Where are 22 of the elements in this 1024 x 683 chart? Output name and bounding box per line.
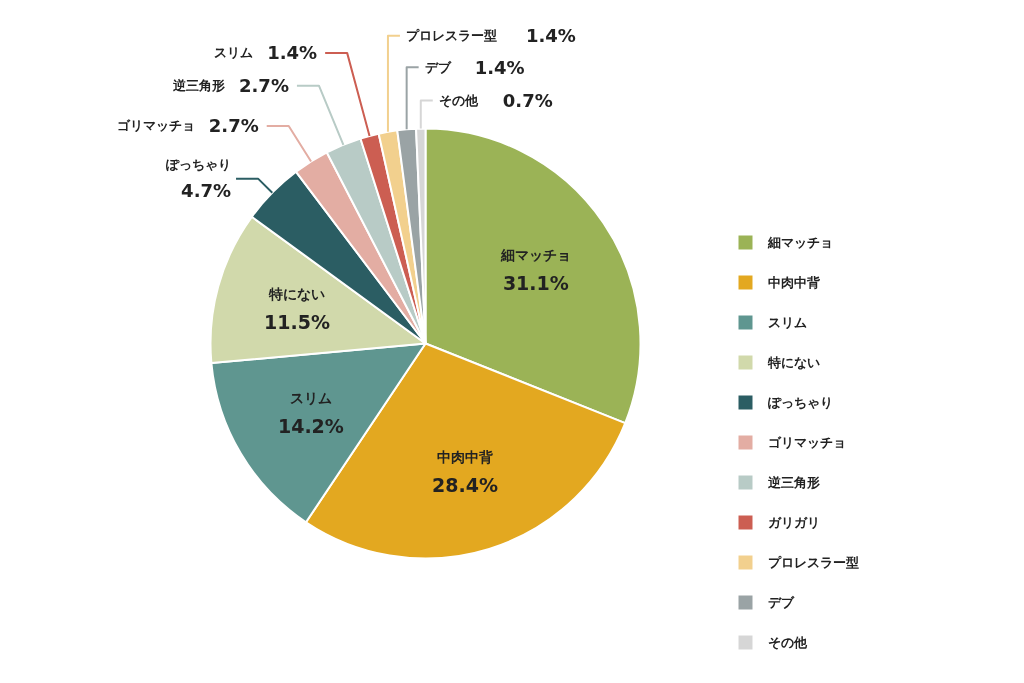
- legend-label: スリム: [767, 315, 807, 330]
- text: その他 0.7%: [438, 90, 553, 112]
- legend-label: 特にない: [766, 355, 820, 370]
- data-label: ゴリマッチョ 2.7%: [116, 115, 259, 137]
- legend-label: 逆三角形: [766, 475, 820, 490]
- data-label: スリム 1.4%: [214, 42, 318, 64]
- data-label: 細マッチョ 31.1%: [499, 246, 571, 294]
- legend-label: プロレスラー型: [767, 555, 859, 570]
- legend-label: その他: [767, 635, 808, 650]
- legend-label: ぽっちゃり: [767, 395, 833, 410]
- data-label: ぽっちゃり 4.7%: [166, 157, 232, 202]
- data-label: 逆三角形 2.7%: [171, 75, 289, 97]
- legend-label: 中肉中背: [767, 275, 821, 290]
- data-label: スリム 14.2%: [277, 389, 344, 437]
- text: プロレスラー型 1.4%: [405, 25, 576, 47]
- legend-label: ガリガリ: [767, 515, 820, 530]
- data-label: 特にない 11.5%: [264, 285, 330, 333]
- data-label: 中肉中背 28.4%: [432, 448, 498, 496]
- legend-label: ゴリマッチョ: [767, 435, 846, 450]
- legend-label: 細マッチョ: [766, 235, 833, 250]
- legend-label: デブ: [767, 595, 795, 610]
- text: デブ 1.4%: [424, 56, 525, 78]
